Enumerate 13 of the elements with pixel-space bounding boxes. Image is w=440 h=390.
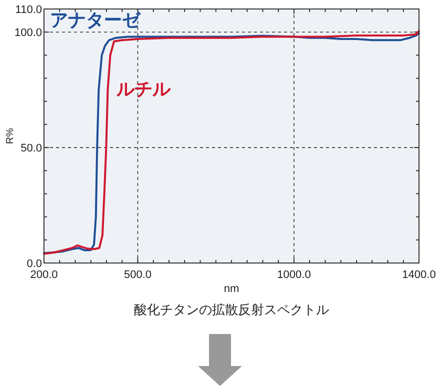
series-label: ルチル [115, 79, 172, 100]
x-tick-label: 200.0 [30, 269, 58, 281]
y-tick-label: 50.0 [20, 142, 42, 155]
y-axis-title: R% [5, 128, 16, 144]
x-axis-title: nm [224, 283, 240, 295]
x-tick-label: 1000.0 [277, 269, 311, 281]
y-tick-label: 110.0 [15, 4, 42, 16]
x-tick-label: 1400.0 [402, 269, 436, 281]
text: 酸化チタンの拡散反射スペクトル [134, 302, 329, 317]
y-tick-label: 0.0 [26, 258, 42, 270]
y-tick-label: 100.0 [14, 27, 42, 40]
x-tick-label: 500.0 [124, 269, 152, 281]
series-label: アナターゼ [50, 10, 141, 30]
